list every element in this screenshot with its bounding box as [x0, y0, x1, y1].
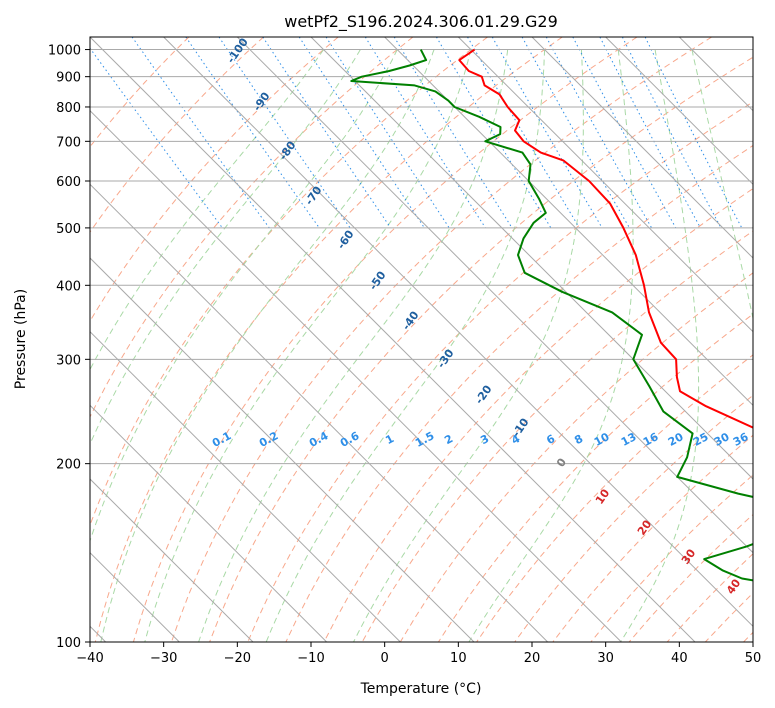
- moist-adiabat: [468, 49, 634, 642]
- x-tick-label: −30: [150, 651, 177, 666]
- isotherm: [90, 37, 696, 642]
- mixing-ratio-label: 20: [666, 430, 686, 449]
- x-tick-label: −10: [297, 651, 324, 666]
- mixing-ratio-line: [325, 37, 450, 229]
- mixing-ratio-line: [599, 37, 701, 229]
- x-tick-label: 40: [671, 651, 688, 666]
- moist-adiabat: [691, 49, 753, 321]
- x-tick-label: −40: [76, 651, 103, 666]
- y-tick-label: 800: [56, 101, 81, 116]
- x-tick-label: 0: [381, 651, 389, 666]
- y-tick-label: 200: [56, 458, 81, 473]
- dry-adiabat: [285, 144, 753, 642]
- mixing-ratio-label: 10: [592, 430, 612, 449]
- isotherm: [457, 37, 753, 333]
- moist-adiabat: [100, 49, 435, 642]
- dry-adiabat: [90, 37, 414, 419]
- dry-adiabat: [171, 37, 712, 642]
- dry-adiabat: [514, 394, 753, 642]
- x-tick-label: 50: [745, 651, 762, 666]
- mixing-ratio-line: [435, 37, 552, 229]
- temperature-line: [458, 48, 753, 429]
- y-tick-label: 400: [56, 279, 81, 294]
- x-axis-label: Temperature (°C): [360, 681, 482, 697]
- isotherm: [236, 37, 753, 554]
- y-tick-label: 100: [56, 636, 81, 651]
- x-tick-label: −20: [224, 651, 251, 666]
- isotherm: [531, 37, 753, 259]
- mixing-ratio-line: [572, 37, 677, 229]
- dry-adiabat: [94, 37, 563, 642]
- mixing-ratio-line: [185, 37, 320, 229]
- isotherm: [90, 404, 328, 642]
- moist-adiabat: [620, 49, 700, 642]
- mixing-ratio-line: [364, 37, 486, 229]
- mixing-ratio-line: [262, 37, 392, 229]
- x-tick-label: 10: [450, 651, 467, 666]
- isotherms: [90, 37, 753, 642]
- isobars: [90, 49, 753, 642]
- moist-adiabat: [198, 49, 509, 642]
- dry-adiabat: [90, 37, 264, 233]
- isotherm: [90, 257, 475, 642]
- mixing-ratio-label: 36: [731, 430, 751, 449]
- moist-adiabats: [90, 49, 753, 642]
- mixing-ratio-label: 13: [619, 430, 639, 449]
- dry-adiabat: [323, 188, 753, 642]
- dry-adiabat: [132, 37, 638, 642]
- dry-adiabats: [90, 37, 753, 642]
- dry-adiabat: [476, 354, 753, 642]
- moist-adiabat: [90, 49, 398, 543]
- dry-adiabat: [209, 56, 753, 642]
- moist-adiabat: [353, 49, 584, 642]
- x-tick-label: 20: [524, 651, 541, 666]
- mixing-ratio-line: [467, 37, 580, 229]
- y-tick-label: 500: [56, 222, 81, 237]
- isotherm: [90, 109, 622, 642]
- isotherm: [90, 330, 401, 642]
- mixing-ratio-label: 30: [712, 430, 732, 449]
- x-tick-label: 30: [597, 651, 614, 666]
- y-tick-label: 1000: [48, 44, 81, 59]
- y-tick-label: 700: [56, 135, 81, 150]
- y-tick-label: 900: [56, 71, 81, 86]
- isotherm: [310, 37, 753, 480]
- y-axis-label: Pressure (hPa): [13, 289, 29, 389]
- mixing-ratio-line: [218, 37, 351, 229]
- y-tick-label: 300: [56, 353, 81, 368]
- moist-adiabat: [265, 49, 546, 642]
- y-tick-label: 600: [56, 175, 81, 190]
- isotherm: [90, 478, 254, 642]
- mixing-ratio-line: [298, 37, 425, 229]
- dewpoint-line: [350, 49, 753, 582]
- chart-title: wetPf2_S196.2024.306.01.29.G29: [284, 12, 558, 32]
- dry-adiabat: [247, 101, 753, 642]
- mixing-ratio-label: 16: [641, 430, 661, 449]
- axes: −40 −30 −20 −10 0 10 20 30 40 50 100 200 300 400 500 60…: [48, 44, 761, 666]
- profile-series: [350, 48, 753, 582]
- mixing-ratio-label: 25: [691, 430, 711, 449]
- isotherm: [90, 183, 549, 642]
- isotherm: [163, 37, 753, 628]
- mixing-ratio-lines: [90, 37, 743, 229]
- plot-frame: [89, 36, 754, 643]
- moist-adiabat: [144, 49, 472, 642]
- moist-adiabat: [90, 49, 361, 446]
- isotherm: [605, 37, 753, 186]
- moist-adiabat: [90, 49, 324, 371]
- isotherm: [384, 37, 753, 407]
